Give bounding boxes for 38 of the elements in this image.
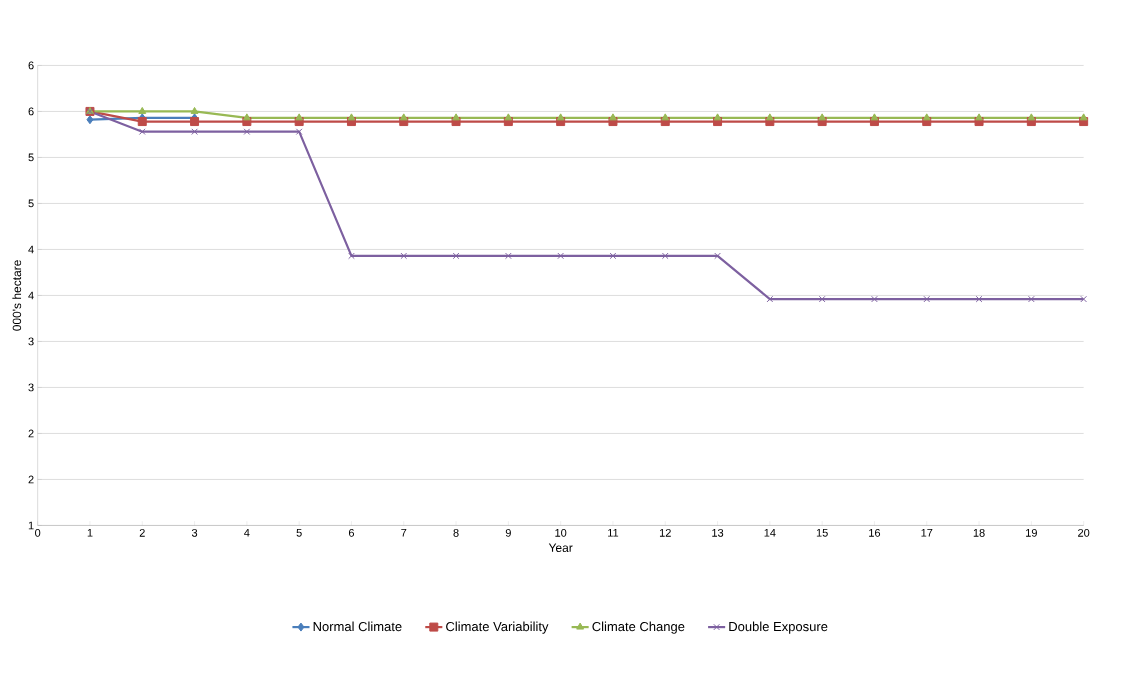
x-tick-label: 18 xyxy=(973,528,985,537)
y-tick-label: 1 xyxy=(28,521,34,530)
x-tick-label: 6 xyxy=(348,528,355,537)
x-tick-label: 11 xyxy=(608,528,619,537)
x-axis-title: Year xyxy=(548,543,573,552)
y-tick-label: 5 xyxy=(28,153,34,162)
y-tick-label: 6 xyxy=(28,61,34,70)
x-tick-label: 13 xyxy=(712,528,724,537)
x-tick-label: 8 xyxy=(453,528,459,537)
y-tick-label: 2 xyxy=(28,475,34,484)
x-tick-label: 0 xyxy=(35,528,41,537)
x-tick-label: 3 xyxy=(191,528,198,537)
x-tick-label: 10 xyxy=(555,528,567,537)
legend-label: Climate Change xyxy=(592,621,685,634)
y-tick-label: 3 xyxy=(28,337,34,346)
y-tick-label: 6 xyxy=(28,107,34,116)
x-tick-label: 2 xyxy=(139,528,145,537)
x-tick-label: 20 xyxy=(1078,528,1090,537)
y-tick-label: 4 xyxy=(28,291,34,300)
x-tick-label: 9 xyxy=(505,528,511,537)
x-tick-label: 16 xyxy=(869,528,881,537)
y-axis-title: 000's hectare xyxy=(12,260,22,331)
legend-label: Double Exposure xyxy=(729,621,828,634)
y-tick-label: 5 xyxy=(28,199,34,208)
x-tick-label: 5 xyxy=(296,528,302,537)
x-tick-label: 7 xyxy=(401,528,407,537)
x-tick-label: 1 xyxy=(87,528,93,537)
legend-label: Normal Climate xyxy=(313,621,402,632)
x-tick-label: 17 xyxy=(921,528,933,537)
x-tick-label: 12 xyxy=(659,528,671,537)
y-tick-label: 4 xyxy=(28,245,34,254)
legend-label: Climate Variability xyxy=(446,621,549,634)
y-tick-label: 3 xyxy=(28,383,34,392)
y-tick-label: 2 xyxy=(28,429,34,438)
x-tick-label: 4 xyxy=(244,528,250,537)
x-tick-label: 19 xyxy=(1026,528,1037,537)
x-tick-label: 14 xyxy=(764,528,776,537)
x-tick-label: 15 xyxy=(816,528,828,537)
